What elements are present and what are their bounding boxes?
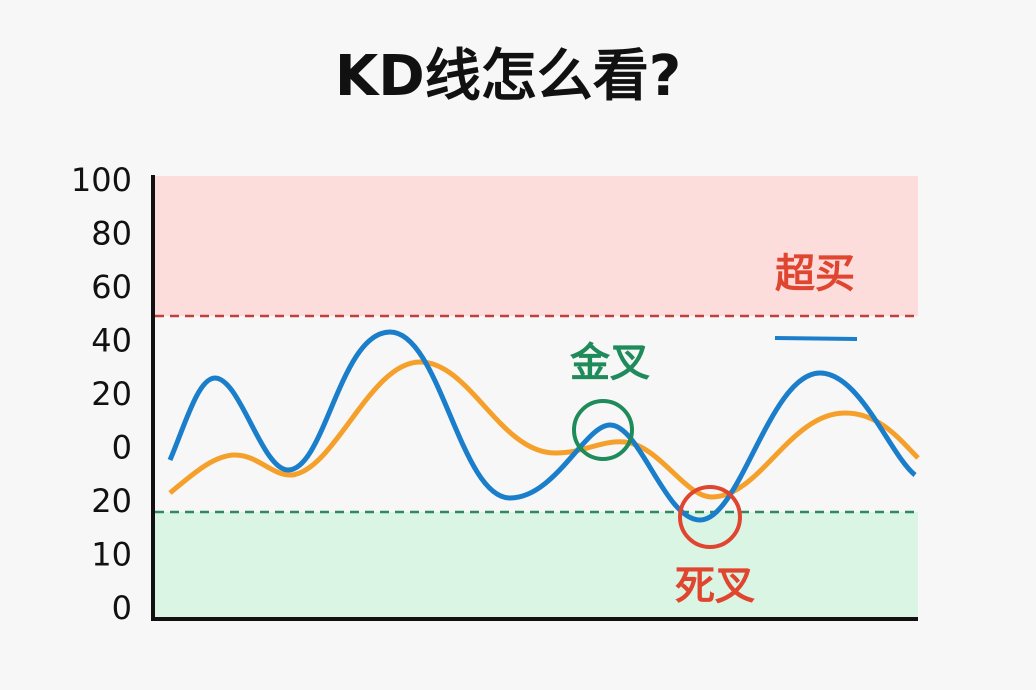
golden-cross-marker [572, 399, 634, 461]
golden-cross-label: 金叉 [569, 340, 650, 386]
y-axis-label: 20 [91, 375, 132, 413]
d-line [168, 359, 920, 500]
y-axis-label: 40 [91, 322, 132, 360]
y-axis-label: 0 [112, 429, 132, 467]
legend-line [774, 336, 858, 341]
y-axis-label: 100 [71, 161, 132, 199]
y-axis-label: 20 [91, 482, 132, 520]
k-line [167, 329, 917, 523]
oversold-zone [155, 512, 918, 618]
y-axis-label: 60 [91, 268, 132, 306]
overbought-zone [155, 176, 918, 316]
title: KD线怎么看? [335, 44, 681, 109]
death-cross-label: 死叉 [675, 563, 755, 609]
y-axis-label: 10 [91, 536, 132, 574]
overbought-label: 超买 [775, 251, 855, 297]
death-cross-marker [678, 485, 742, 549]
y-axis-label: 80 [91, 215, 132, 253]
y-axis-label: 0 [112, 589, 132, 627]
